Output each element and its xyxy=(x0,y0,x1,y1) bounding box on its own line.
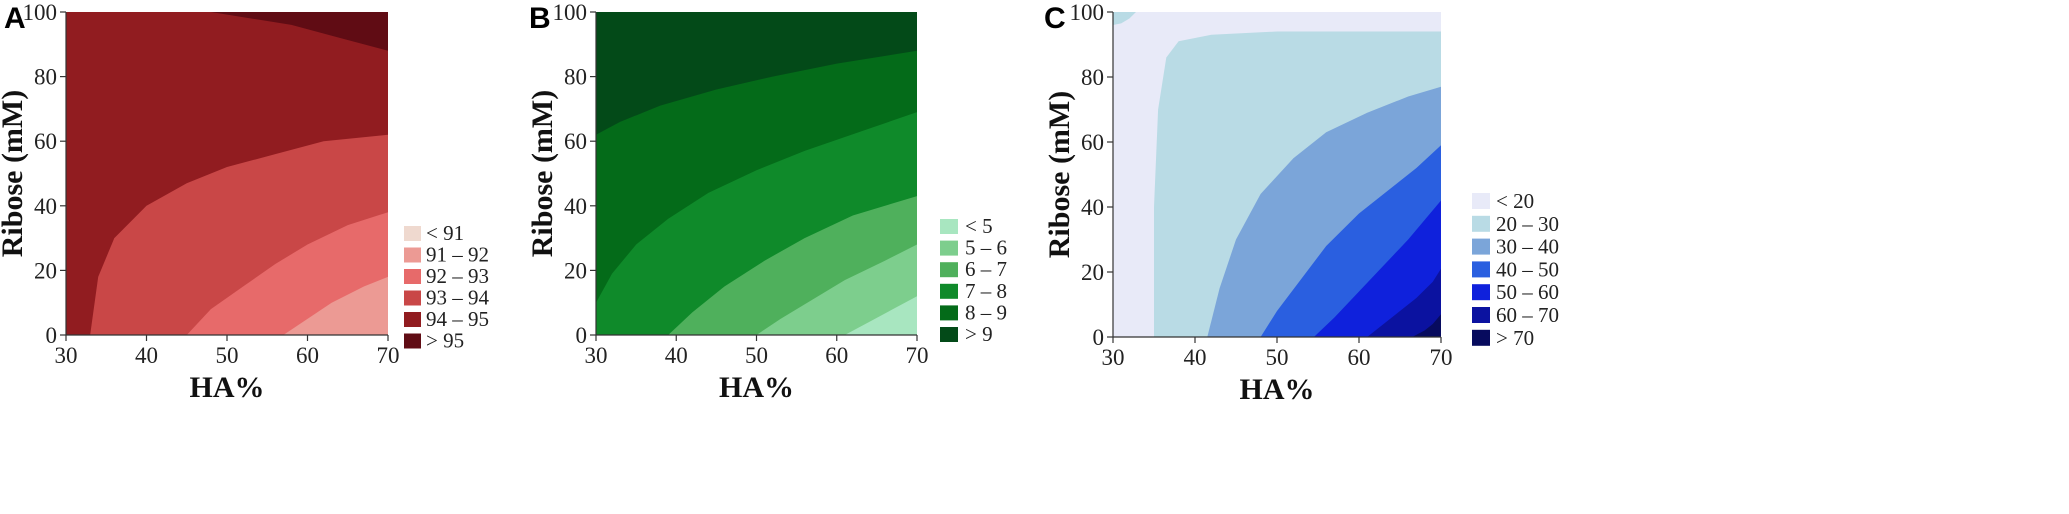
legend-swatch xyxy=(940,240,958,256)
x-tick-label: 50 xyxy=(216,343,239,368)
legend-swatch xyxy=(404,290,421,306)
legend-label: 60 – 70 xyxy=(1496,303,1559,327)
legend-label: 6 – 7 xyxy=(965,257,1007,281)
y-tick-label: 80 xyxy=(564,65,587,90)
legend-label: 93 – 94 xyxy=(426,286,490,310)
legend-label: > 95 xyxy=(426,329,464,353)
legend-swatch xyxy=(1472,307,1490,323)
legend-label: < 5 xyxy=(965,214,993,238)
legend-label: 40 – 50 xyxy=(1496,257,1559,281)
x-tick-label: 70 xyxy=(906,343,929,368)
x-tick-label: 60 xyxy=(296,343,319,368)
legend-label: < 91 xyxy=(426,221,464,245)
y-tick-label: 60 xyxy=(1081,130,1104,155)
y-tick-label: 40 xyxy=(1081,195,1104,220)
contour-band-5-6 xyxy=(756,244,917,335)
legend-swatch xyxy=(404,333,421,349)
contour-area xyxy=(66,12,388,335)
legend-swatch xyxy=(404,312,421,327)
y-tick-label: 100 xyxy=(553,0,588,25)
y-tick-label: 40 xyxy=(564,194,587,219)
contour-area xyxy=(1113,12,1441,337)
x-tick-label: 30 xyxy=(585,343,608,368)
legend-label: 91 – 92 xyxy=(426,243,489,267)
x-tick-label: 70 xyxy=(377,343,400,368)
panel-letter: B xyxy=(529,2,551,35)
x-axis-title: HA% xyxy=(190,371,265,404)
legend: < 55 – 66 – 77 – 88 – 9> 9 xyxy=(940,214,1007,346)
x-tick-label: 70 xyxy=(1430,345,1453,370)
x-tick-label: 40 xyxy=(1184,345,1207,370)
x-tick-label: 40 xyxy=(665,343,688,368)
y-tick-label: 60 xyxy=(564,129,587,154)
contour-band-50-60 xyxy=(1313,200,1441,337)
legend-label: 5 – 6 xyxy=(965,236,1007,260)
legend-swatch xyxy=(940,327,958,342)
legend-swatch xyxy=(1472,215,1490,232)
y-tick-label: 20 xyxy=(34,258,57,283)
contour-band-91-92 xyxy=(283,276,388,335)
legend-swatch xyxy=(1472,329,1490,346)
y-tick-label: 100 xyxy=(23,0,58,25)
legend-swatch xyxy=(940,219,958,234)
contour-area xyxy=(596,12,917,335)
x-tick-label: 30 xyxy=(55,343,78,368)
legend-swatch xyxy=(1472,284,1490,301)
legend-label: 92 – 93 xyxy=(426,264,489,288)
legend-swatch xyxy=(1472,193,1490,209)
contour-band-95 xyxy=(210,12,388,51)
x-tick-label: 40 xyxy=(135,343,158,368)
y-axis-title: Ribose (mM) xyxy=(526,90,559,257)
legend-label: > 70 xyxy=(1496,326,1534,350)
y-tick-label: 20 xyxy=(1081,260,1104,285)
y-tick-label: 40 xyxy=(34,194,57,219)
y-tick-label: 60 xyxy=(34,129,57,154)
x-tick-label: 50 xyxy=(1266,345,1289,370)
legend-swatch xyxy=(940,283,958,299)
x-tick-label: 50 xyxy=(745,343,768,368)
legend-label: < 20 xyxy=(1496,189,1534,213)
x-tick-label: 60 xyxy=(1348,345,1371,370)
legend-label: 20 – 30 xyxy=(1496,212,1559,236)
y-tick-label: 80 xyxy=(1081,65,1104,90)
legend-swatch xyxy=(404,226,421,241)
x-tick-label: 30 xyxy=(1102,345,1125,370)
panel-letter: A xyxy=(4,2,26,35)
legend-label: 50 – 60 xyxy=(1496,280,1559,304)
legend-swatch xyxy=(404,269,421,284)
y-tick-label: 0 xyxy=(1093,325,1105,350)
legend-label: 8 – 9 xyxy=(965,300,1007,324)
legend-swatch xyxy=(1472,261,1490,278)
y-tick-label: 80 xyxy=(34,65,57,90)
y-tick-label: 100 xyxy=(1070,0,1105,25)
y-tick-label: 0 xyxy=(46,323,58,348)
contour-band-5 xyxy=(844,296,917,335)
x-axis-title: HA% xyxy=(719,371,794,404)
legend-swatch xyxy=(404,247,421,263)
legend-swatch xyxy=(940,262,958,278)
panel-c: 30 40 50 60 70 0 20 40 60 80 100 HA% Ribose (mM) C < 2… xyxy=(1043,0,1559,406)
panel-a: 30 40 50 60 70 0 20 40 60 80 100 HA% Ribose (mM) A < 9… xyxy=(0,0,490,404)
y-tick-label: 20 xyxy=(564,258,587,283)
panel-letter: C xyxy=(1044,2,1066,35)
y-axis-title: Ribose (mM) xyxy=(1043,91,1076,258)
x-axis-title: HA% xyxy=(1240,373,1315,406)
legend-label: 30 – 40 xyxy=(1496,235,1559,259)
contour-band-corner xyxy=(1113,12,1136,25)
panel-b: 30 40 50 60 70 0 20 40 60 80 100 HA% Ribose (mM) B < 5… xyxy=(526,0,1007,404)
y-axis-title: Ribose (mM) xyxy=(0,90,29,257)
x-tick-label: 60 xyxy=(825,343,848,368)
legend-swatch xyxy=(1472,238,1490,255)
legend-label: > 9 xyxy=(965,322,993,346)
contour-band-70 xyxy=(1412,314,1441,337)
legend-label: 7 – 8 xyxy=(965,279,1007,303)
contour-band-60-70 xyxy=(1367,268,1441,337)
legend-label: 94 – 95 xyxy=(426,307,489,331)
y-tick-label: 0 xyxy=(576,323,588,348)
legend-swatch xyxy=(940,305,958,321)
